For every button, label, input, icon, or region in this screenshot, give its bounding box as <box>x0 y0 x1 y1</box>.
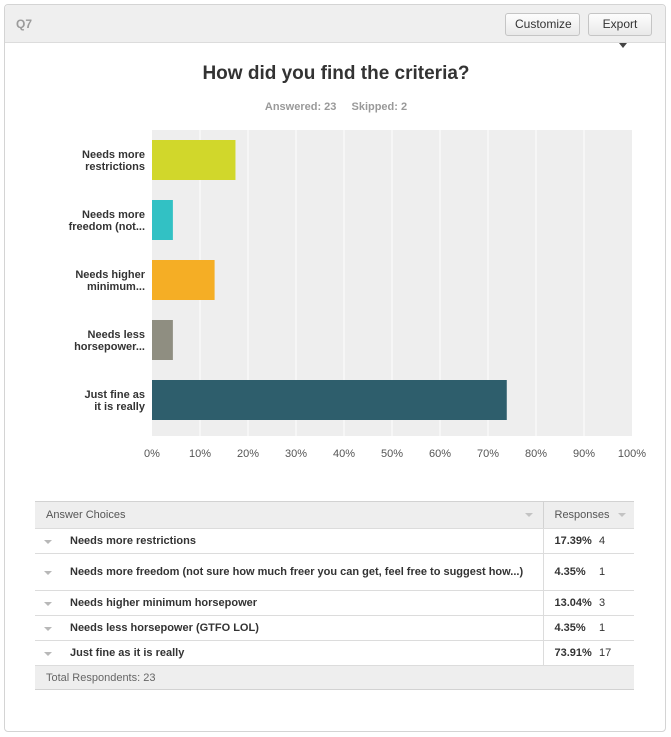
x-tick-label: 80% <box>525 448 547 460</box>
bar[interactable] <box>152 200 173 240</box>
x-tick-label: 40% <box>333 448 355 460</box>
x-tick-label: 70% <box>477 448 499 460</box>
answer-choice: Needs higher minimum horsepower <box>70 590 544 616</box>
x-tick-label: 30% <box>285 448 307 460</box>
table-row[interactable]: Just fine as it is really 73.91% 17 <box>35 640 634 666</box>
sort-caret-icon[interactable] <box>617 513 626 517</box>
category-label: Needs more <box>82 209 145 221</box>
response-count: 3 <box>599 590 634 616</box>
sort-caret-icon[interactable] <box>525 513 533 517</box>
answer-choice: Needs less horsepower (GTFO LOL) <box>70 615 544 641</box>
x-tick-label: 60% <box>429 448 451 460</box>
bar[interactable] <box>152 260 215 300</box>
table-row[interactable]: Needs more restrictions 17.39% 4 <box>35 528 634 554</box>
total-row: Total Respondents: 23 <box>35 665 634 690</box>
response-percent: 17.39% <box>543 528 599 554</box>
category-label: restrictions <box>85 161 145 173</box>
row-expand-cell[interactable] <box>35 615 70 641</box>
bar[interactable] <box>152 380 507 420</box>
export-button[interactable]: Export <box>588 13 652 49</box>
bar[interactable] <box>152 140 236 180</box>
category-label: Needs higher <box>75 269 145 281</box>
question-title: How did you find the criteria? <box>202 63 470 84</box>
response-count: 4 <box>599 528 634 554</box>
chevron-down-icon[interactable] <box>44 571 52 575</box>
category-label: it is really <box>94 401 146 413</box>
category-label: Needs more <box>82 149 145 161</box>
column-header-responses[interactable]: Responses <box>543 501 634 529</box>
x-tick-label: 10% <box>189 448 211 460</box>
column-header-label: Answer Choices <box>46 509 126 521</box>
category-label: minimum... <box>87 281 145 293</box>
table-row[interactable]: Needs less horsepower (GTFO LOL) 4.35% 1 <box>35 615 634 641</box>
row-expand-cell[interactable] <box>35 528 70 554</box>
customize-button[interactable]: Customize <box>505 13 580 36</box>
x-tick-label: 20% <box>237 448 259 460</box>
answer-choice: Needs more freedom (not sure how much fr… <box>70 553 544 591</box>
table-row[interactable]: Needs more freedom (not sure how much fr… <box>35 553 634 591</box>
category-label: freedom (not... <box>69 221 145 233</box>
question-card: Q7 Customize Export How did you find the… <box>4 4 666 732</box>
response-count: 17 <box>599 640 634 666</box>
x-tick-label: 50% <box>381 448 403 460</box>
response-percent: 4.35% <box>543 553 599 591</box>
row-expand-cell[interactable] <box>35 553 70 591</box>
response-count: 1 <box>599 615 634 641</box>
skipped-count: Skipped: 2 <box>351 101 408 113</box>
export-label: Export <box>602 17 638 31</box>
chevron-down-icon[interactable] <box>44 652 52 656</box>
response-count: 1 <box>599 553 634 591</box>
column-header-answer-choices[interactable]: Answer Choices <box>35 501 544 529</box>
bar[interactable] <box>152 320 173 360</box>
response-percent: 73.91% <box>543 640 599 666</box>
bar-chart: 0% 10% 20% 30% 40% 50% 60% 70% 80% 90% 100% Needs m… <box>69 130 646 460</box>
chevron-down-icon[interactable] <box>44 627 52 631</box>
responses-table: Answer Choices Responses Needs more rest… <box>35 501 634 690</box>
chevron-down-icon[interactable] <box>44 540 52 544</box>
column-header-label: Responses <box>554 509 610 521</box>
table-row[interactable]: Needs higher minimum horsepower 13.04% 3 <box>35 590 634 616</box>
chevron-down-icon[interactable] <box>44 602 52 606</box>
response-percent: 4.35% <box>543 615 599 641</box>
x-tick-label: 0% <box>144 448 160 460</box>
question-number: Q7 <box>16 17 33 31</box>
table-header-row: Answer Choices Responses <box>35 501 634 529</box>
x-tick-label: 90% <box>573 448 595 460</box>
answer-choice: Needs more restrictions <box>70 528 544 554</box>
card-header: Q7 Customize Export <box>5 5 665 49</box>
response-percent: 13.04% <box>543 590 599 616</box>
response-stats: Answered: 23 Skipped: 2 <box>5 101 667 113</box>
category-label: Needs less <box>88 329 145 341</box>
total-respondents: Total Respondents: 23 <box>35 665 634 690</box>
row-expand-cell[interactable] <box>35 640 70 666</box>
category-label: Just fine as <box>84 389 145 401</box>
chevron-down-icon <box>618 43 627 49</box>
category-label: horsepower... <box>74 341 145 353</box>
row-expand-cell[interactable] <box>35 590 70 616</box>
answer-choice: Just fine as it is really <box>70 640 544 666</box>
x-tick-label: 100% <box>618 448 646 460</box>
answered-count: Answered: 23 <box>264 101 337 113</box>
